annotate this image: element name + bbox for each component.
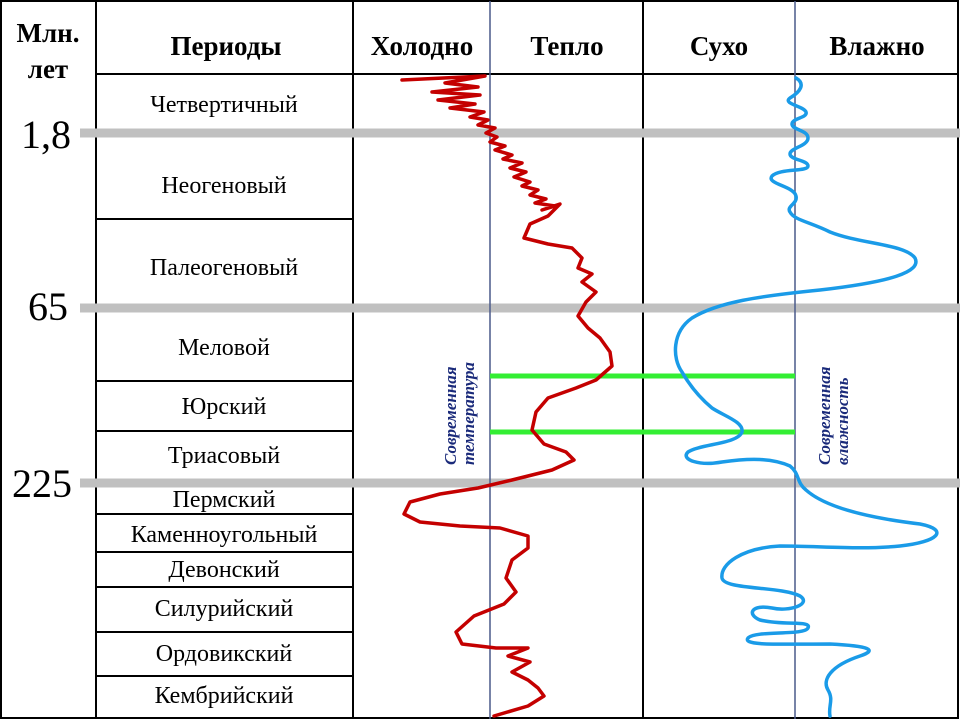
- period-quaternary: Четвертичный: [150, 92, 298, 118]
- present-humidity-label-line1: Современная: [815, 366, 834, 465]
- period-ordovician: Ордовикский: [156, 641, 293, 667]
- header-wet: Влажно: [829, 31, 924, 61]
- present-humidity-label-line2: влажность: [833, 377, 852, 465]
- present-humidity-label: Современная влажность: [815, 366, 852, 465]
- humidity-curve: [673, 76, 939, 718]
- jurassic-highlight: [490, 373, 795, 435]
- period-permian: Пермский: [173, 487, 276, 513]
- header-age-line2: лет: [28, 54, 68, 84]
- period-devonian: Девонский: [168, 557, 279, 583]
- age-label-1-8: 1,8: [21, 112, 71, 157]
- era-boundaries: [80, 128, 960, 488]
- present-temperature-label-line2: температура: [459, 362, 478, 465]
- age-label-225: 225: [12, 461, 72, 506]
- temperature-curve: [400, 74, 614, 718]
- period-triassic: Триасовый: [168, 443, 280, 469]
- header-dry: Сухо: [690, 31, 748, 61]
- present-temperature-label-line1: Современная: [441, 366, 460, 465]
- period-carboniferous: Каменноугольный: [131, 522, 318, 548]
- header-periods: Периоды: [170, 31, 281, 61]
- period-neogene: Неогеновый: [161, 173, 286, 199]
- period-silurian: Силурийский: [155, 596, 294, 622]
- period-jurassic: Юрский: [182, 394, 267, 420]
- header-warm: Тепло: [530, 31, 603, 61]
- period-cretaceous: Меловой: [178, 335, 270, 361]
- period-row-separators: [96, 218, 353, 677]
- header-age-line1: Млн.: [17, 18, 80, 48]
- age-label-65: 65: [28, 284, 68, 329]
- period-cambrian: Кембрийский: [155, 683, 294, 709]
- period-paleogene: Палеогеновый: [150, 255, 298, 281]
- present-temperature-label: Современная температура: [441, 362, 478, 465]
- header-cold: Холодно: [371, 31, 473, 61]
